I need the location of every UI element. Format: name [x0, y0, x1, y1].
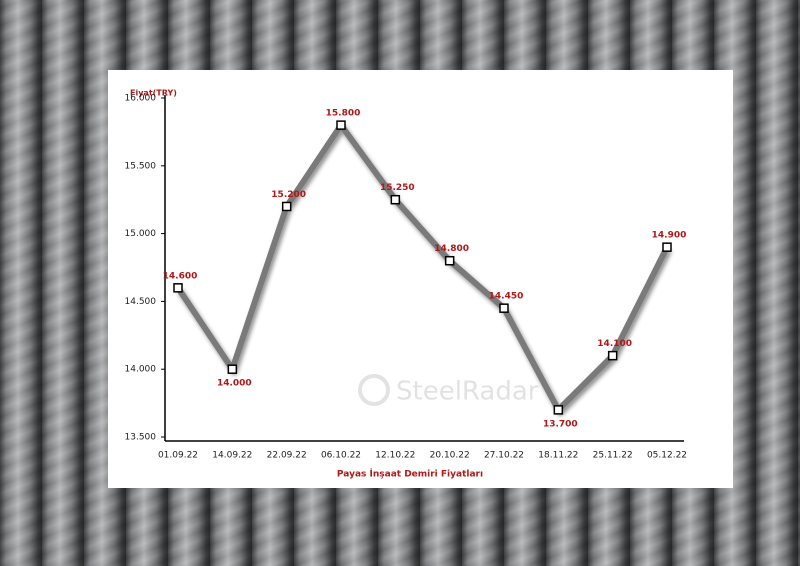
- value-label: 14.000: [217, 379, 252, 389]
- point-marker: [390, 194, 401, 205]
- x-tick-label: 06.10.22: [321, 451, 361, 461]
- y-tick-label: 14.500: [125, 297, 157, 307]
- x-axis-label: Payas İnşaat Demiri Fiyatları: [337, 469, 483, 480]
- y-axis-label: Fiyat(TRY): [130, 89, 177, 98]
- value-label: 13.700: [543, 419, 578, 429]
- point-marker: [227, 364, 238, 374]
- x-tick-label: 27.10.22: [484, 451, 524, 461]
- y-tick-label: 13.500: [125, 433, 157, 443]
- x-tick-label: 14.09.22: [212, 451, 252, 461]
- point-marker: [553, 405, 564, 415]
- x-tick-label: 05.12.22: [647, 451, 687, 461]
- value-label: 15.200: [271, 190, 306, 200]
- value-label: 14.450: [489, 292, 524, 302]
- x-tick-label: 25.11.22: [593, 451, 633, 461]
- point-marker: [173, 283, 183, 293]
- y-tick-label: 16.000: [125, 94, 157, 104]
- y-tick-label: 14.000: [125, 365, 157, 375]
- point-marker: [336, 120, 346, 130]
- y-tick-label: 15.500: [125, 161, 157, 171]
- series-line: [175, 122, 670, 413]
- point-marker: [499, 303, 509, 313]
- watermark-icon: [358, 374, 390, 406]
- value-label: 14.800: [434, 244, 469, 254]
- value-label: 14.600: [163, 271, 198, 281]
- point-marker: [444, 255, 455, 266]
- value-label: 14.100: [597, 339, 632, 349]
- x-tick-label: 18.11.22: [538, 451, 578, 461]
- point-marker: [281, 201, 292, 212]
- watermark-text: SteelRadar: [396, 377, 539, 407]
- value-label: 15.250: [380, 183, 415, 193]
- watermark: SteelRadar: [358, 374, 539, 407]
- value-label: 15.800: [326, 109, 361, 119]
- x-tick-label: 20.10.22: [430, 451, 470, 461]
- chart-panel: [108, 70, 733, 488]
- point-marker: [607, 350, 618, 361]
- point-marker: [662, 242, 672, 252]
- x-tick-label: 12.10.22: [375, 451, 415, 461]
- value-label: 14.900: [652, 231, 687, 241]
- x-tick-label: 22.09.22: [267, 451, 307, 461]
- x-tick-label: 01.09.22: [158, 451, 198, 461]
- y-tick-label: 15.000: [125, 229, 157, 239]
